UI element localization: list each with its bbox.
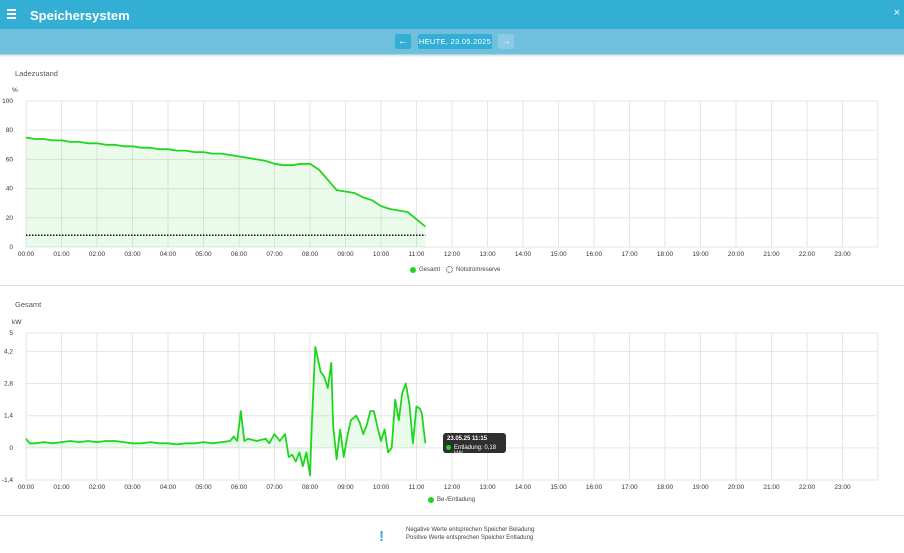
x-tick-label: 21:00 bbox=[763, 251, 780, 258]
x-tick-label: 11:00 bbox=[409, 251, 425, 258]
chart-tooltip: 23.05.25 11:15 Entladung: 0,18 kW bbox=[443, 433, 506, 457]
x-tick-label: 07:00 bbox=[266, 251, 283, 258]
legend-be-entladung-label[interactable]: Be-/Entladung bbox=[437, 497, 476, 503]
x-tick-label: 19:00 bbox=[692, 484, 709, 491]
x-tick-label: 05:00 bbox=[195, 484, 212, 491]
previous-day-button[interactable]: ← bbox=[395, 34, 411, 49]
legend-ladezustand: Gesamt Notstromreserve bbox=[410, 266, 500, 273]
app-title: Speichersystem bbox=[30, 8, 130, 23]
x-tick-label: 16:00 bbox=[586, 251, 603, 258]
x-tick-label: 08:00 bbox=[302, 484, 319, 491]
section-divider bbox=[0, 285, 904, 286]
note-positive-values: Positive Werte entsprechen Speicher Entl… bbox=[406, 535, 534, 541]
x-tick-label: 06:00 bbox=[231, 484, 248, 491]
x-tick-label: 19:00 bbox=[692, 251, 709, 258]
x-tick-label: 14:00 bbox=[515, 484, 532, 491]
y-tick-label: 20 bbox=[6, 215, 14, 222]
x-tick-label: 07:00 bbox=[266, 484, 283, 491]
x-tick-label: 15:00 bbox=[550, 251, 567, 258]
x-tick-label: 12:00 bbox=[444, 484, 461, 491]
x-tick-label: 02:00 bbox=[89, 251, 106, 258]
series-line bbox=[25, 136, 426, 228]
x-tick-label: 16:00 bbox=[586, 484, 603, 491]
x-tick-label: 21:00 bbox=[763, 484, 780, 491]
y-tick-label: 4,2 bbox=[4, 348, 13, 355]
close-icon[interactable]: × bbox=[893, 7, 900, 19]
x-tick-label: 13:00 bbox=[479, 484, 496, 491]
x-tick-label: 04:00 bbox=[160, 251, 177, 258]
x-tick-label: 10:00 bbox=[373, 484, 390, 491]
x-tick-label: 13:00 bbox=[479, 251, 496, 258]
y-tick-label: 0 bbox=[9, 445, 13, 452]
x-tick-label: 14:00 bbox=[515, 251, 532, 258]
x-tick-label: 23:00 bbox=[834, 484, 851, 491]
x-tick-label: 17:00 bbox=[621, 251, 638, 258]
x-tick-label: 18:00 bbox=[657, 251, 674, 258]
note-negative-values: Negative Werte entsprechen Speicher Bela… bbox=[406, 527, 535, 533]
chart-title-gesamt: Gesamt bbox=[15, 300, 42, 309]
legend-gesamt-marker[interactable] bbox=[410, 266, 416, 273]
tooltip-time: 23.05.25 11:15 bbox=[447, 436, 488, 442]
y-tick-label: 0 bbox=[9, 244, 13, 251]
section-divider bbox=[0, 515, 904, 516]
y-tick-label: 5 bbox=[9, 330, 13, 337]
next-day-button[interactable]: → bbox=[498, 34, 514, 49]
y-tick-label: 40 bbox=[6, 186, 14, 193]
x-tick-label: 23:00 bbox=[834, 251, 851, 258]
y-tick-label: -1,4 bbox=[2, 477, 14, 484]
gesamt-chart: -1,4 0 1,4 2,8 4,2 5 00:00 01:00 02:00 03:00 04:00… bbox=[2, 319, 879, 491]
series-area-fill bbox=[26, 346, 426, 476]
y-tick-label: 1,4 bbox=[4, 413, 13, 420]
x-tick-label: 00:00 bbox=[18, 484, 35, 491]
x-tick-label: 06:00 bbox=[231, 251, 248, 258]
legend-be-entladung-marker[interactable] bbox=[428, 497, 434, 503]
tooltip-value: Entladung: 0,18 kW bbox=[454, 445, 497, 457]
x-tick-label: 05:00 bbox=[195, 251, 212, 258]
tooltip-marker bbox=[446, 445, 451, 450]
y-tick-label: 80 bbox=[6, 127, 14, 134]
x-tick-label: 20:00 bbox=[728, 484, 745, 491]
x-tick-label: 09:00 bbox=[337, 251, 354, 258]
y-axis-unit: % bbox=[12, 87, 18, 94]
x-tick-label: 15:00 bbox=[550, 484, 567, 491]
x-tick-label: 03:00 bbox=[124, 484, 141, 491]
legend-notstromreserve-label[interactable]: Notstromreserve bbox=[456, 266, 501, 273]
x-tick-label: 11:00 bbox=[409, 484, 425, 491]
x-tick-label: 01:00 bbox=[53, 251, 70, 258]
date-selector-button[interactable]: HEUTE, 23.05.2025 bbox=[418, 34, 492, 49]
x-tick-label: 12:00 bbox=[444, 251, 461, 258]
chart-title-ladezustand: Ladezustand bbox=[15, 69, 58, 78]
x-tick-label: 02:00 bbox=[89, 484, 106, 491]
app-header: Speichersystem × bbox=[0, 0, 904, 29]
x-tick-label: 17:00 bbox=[621, 484, 638, 491]
x-tick-label: 09:00 bbox=[337, 484, 354, 491]
x-tick-label: 18:00 bbox=[657, 484, 674, 491]
date-navigation: ← HEUTE, 23.05.2025 → bbox=[0, 29, 904, 55]
x-tick-label: 10:00 bbox=[373, 251, 390, 258]
y-axis-unit: kW bbox=[12, 319, 22, 326]
menu-icon[interactable] bbox=[7, 9, 16, 20]
legend-gesamt-chart: Be-/Entladung bbox=[428, 497, 475, 503]
info-exclamation-icon: ! bbox=[379, 528, 384, 545]
series-area-fill bbox=[26, 137, 426, 247]
x-tick-label: 00:00 bbox=[18, 251, 35, 258]
legend-notstromreserve-marker[interactable] bbox=[446, 266, 454, 273]
x-tick-label: 20:00 bbox=[728, 251, 745, 258]
x-tick-label: 08:00 bbox=[302, 251, 319, 258]
x-tick-label: 03:00 bbox=[124, 251, 141, 258]
y-tick-label: 2,8 bbox=[4, 381, 13, 388]
x-tick-label: 01:00 bbox=[53, 484, 70, 491]
y-tick-label: 60 bbox=[6, 156, 14, 163]
series-line bbox=[25, 345, 427, 477]
x-tick-label: 22:00 bbox=[799, 484, 816, 491]
x-tick-label: 22:00 bbox=[799, 251, 816, 258]
y-tick-label: 100 bbox=[2, 98, 13, 105]
ladezustand-chart: 0 20 40 60 80 100 00:00 01:00 02:00 03:00 04:00 05:… bbox=[2, 87, 879, 258]
x-tick-label: 04:00 bbox=[160, 484, 177, 491]
legend-gesamt-label[interactable]: Gesamt bbox=[419, 266, 441, 273]
